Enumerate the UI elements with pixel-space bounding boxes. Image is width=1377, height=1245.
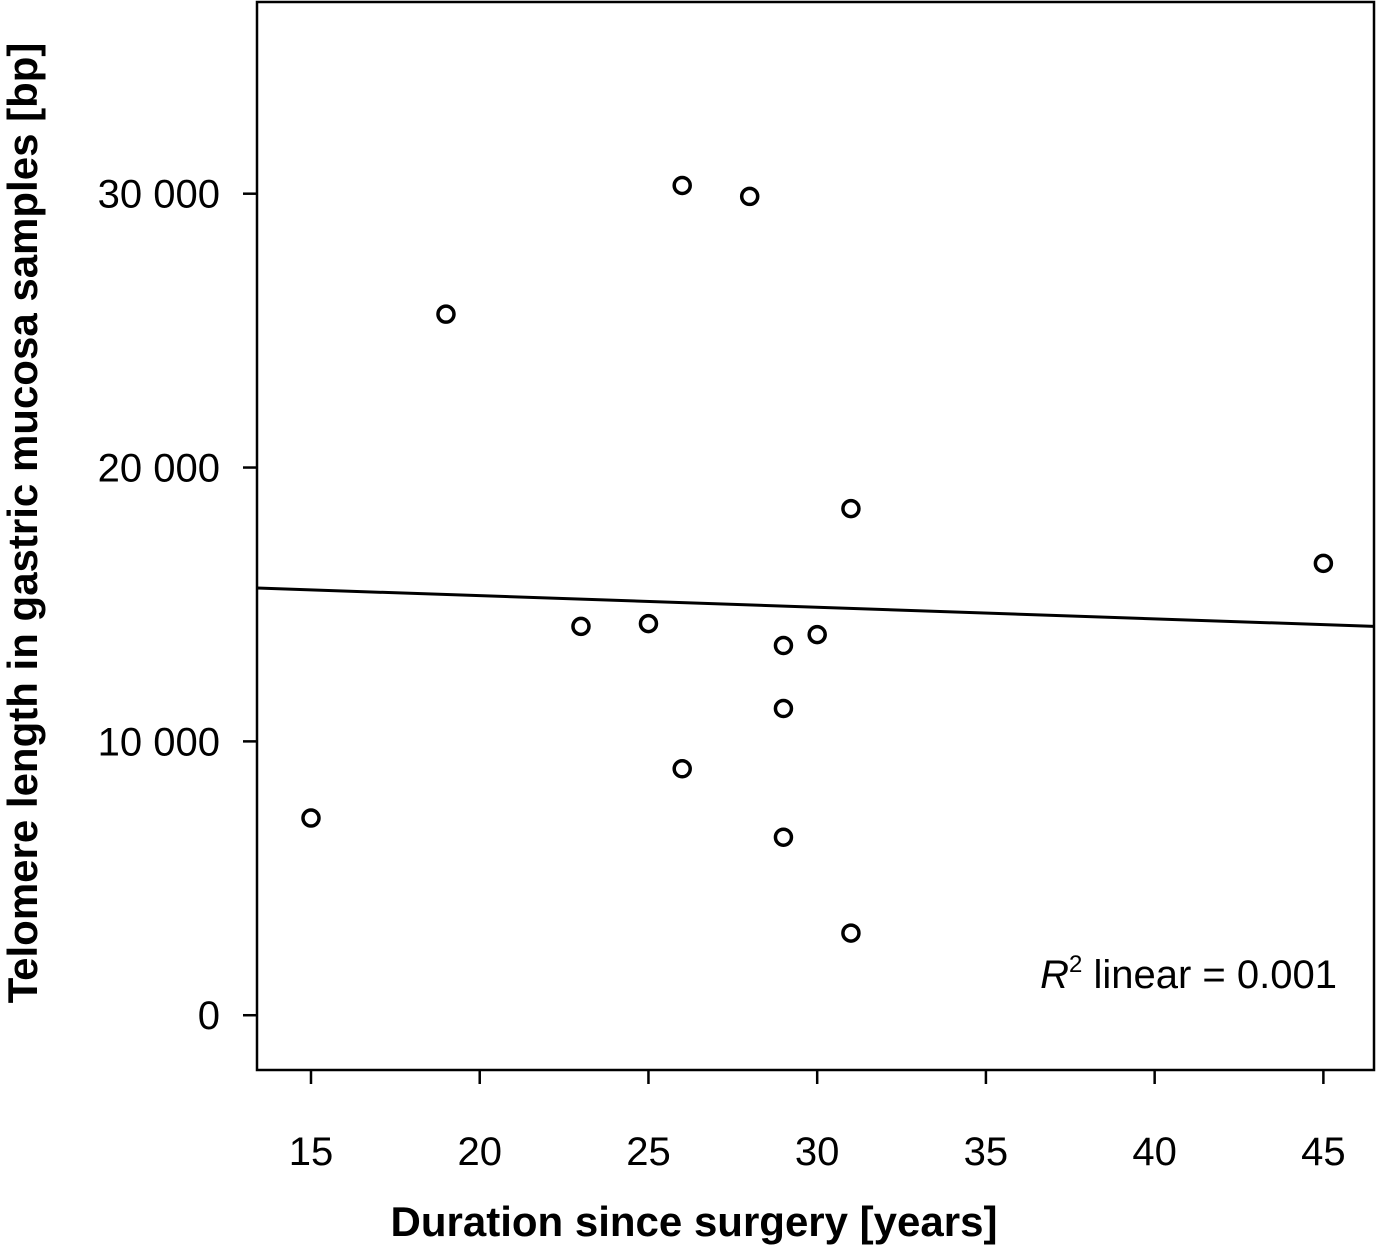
x-axis-ticks: 15 20 25 30 35 40 45: [289, 1070, 1346, 1174]
y-tick-label: 0: [198, 994, 220, 1038]
data-point: [672, 759, 692, 779]
data-point: [841, 498, 861, 519]
r-annotation-text: linear = 0.001: [1082, 953, 1337, 997]
data-point: [739, 186, 760, 207]
r-symbol: R: [1040, 953, 1069, 997]
y-axis-title: Telomere length in gastric mucosa sample…: [0, 43, 46, 1004]
data-point: [301, 808, 321, 828]
r-squared-annotation: R2 linear = 0.001: [1040, 951, 1337, 997]
r-superscript: 2: [1069, 951, 1082, 978]
y-tick-label: 30 000: [98, 173, 220, 217]
plot-frame: [255, 0, 1376, 1072]
data-points: [301, 175, 1334, 943]
data-point: [436, 304, 456, 324]
data-point: [672, 175, 692, 196]
data-point: [571, 616, 591, 637]
data-point: [773, 698, 794, 719]
x-tick-label: 20: [457, 1130, 502, 1174]
data-point: [638, 613, 659, 634]
x-tick-label: 40: [1132, 1130, 1177, 1174]
x-tick-label: 35: [964, 1130, 1009, 1174]
data-point: [841, 923, 861, 943]
x-axis-title: Duration since surgery [years]: [391, 1198, 998, 1245]
data-point: [807, 624, 827, 645]
data-point: [773, 827, 794, 847]
y-axis-ticks: 0 10 000 20 000 30 000: [98, 173, 257, 1038]
x-tick-label: 25: [626, 1130, 671, 1174]
linear-fit-line: [256, 586, 1375, 628]
y-tick-label: 20 000: [98, 447, 220, 491]
data-point: [1313, 553, 1334, 574]
data-point: [773, 635, 794, 656]
x-tick-label: 15: [289, 1130, 334, 1174]
x-tick-label: 30: [795, 1130, 840, 1174]
x-tick-label: 45: [1301, 1130, 1346, 1174]
y-tick-label: 10 000: [98, 720, 220, 764]
